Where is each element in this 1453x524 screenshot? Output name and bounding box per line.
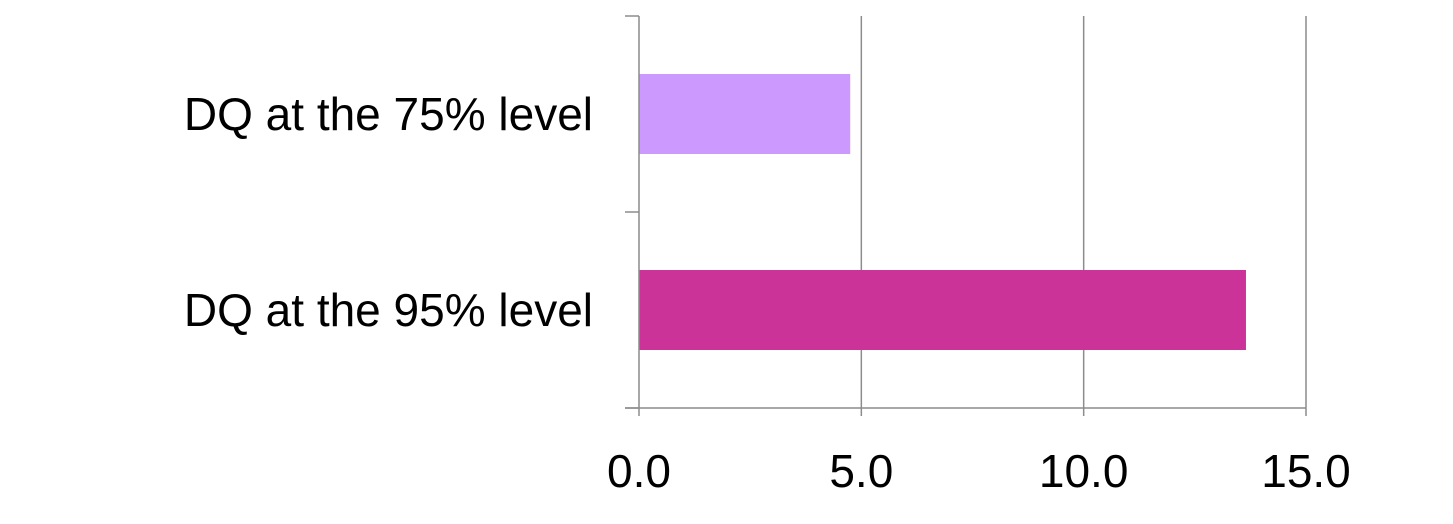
category-label-1: DQ at the 95% level — [184, 284, 593, 336]
x-tick-label-1: 5.0 — [829, 445, 893, 497]
x-tick-label-2: 10.0 — [1039, 445, 1129, 497]
x-tick-label-3: 15.0 — [1261, 445, 1351, 497]
category-label-0: DQ at the 75% level — [184, 88, 593, 140]
x-tick-label-0: 0.0 — [607, 445, 671, 497]
bar-0 — [639, 74, 851, 154]
bar-1 — [639, 270, 1246, 350]
